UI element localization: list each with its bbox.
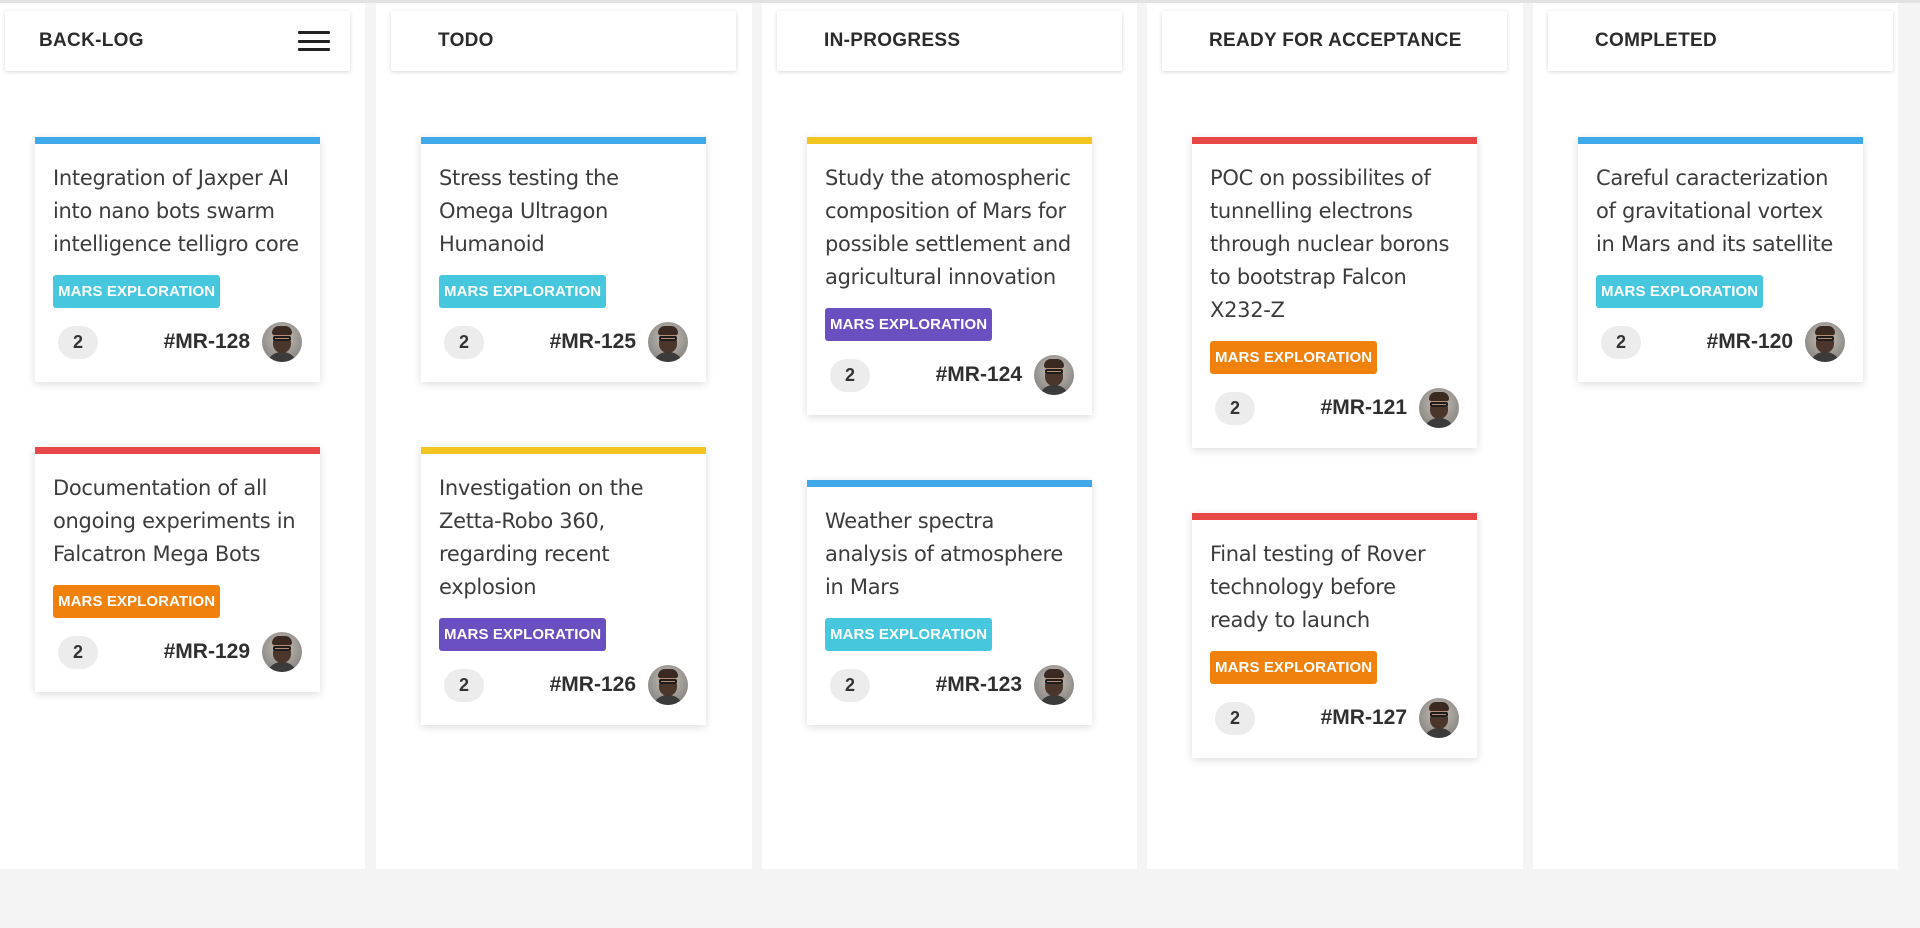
card-footer: 2 #MR-125 — [439, 322, 688, 362]
ticket-id: #MR-124 — [935, 363, 1022, 386]
card-footer: 2 #MR-120 — [1596, 322, 1845, 362]
ticket-id: #MR-125 — [549, 330, 636, 353]
card-title: Careful caracterization of gravitational… — [1596, 166, 1834, 256]
card-title: Investigation on the Zetta-Robo 360, reg… — [439, 476, 644, 599]
task-card[interactable]: Integration of Jaxper AI into nano bots … — [35, 137, 320, 382]
card-title: Study the atomospheric composition of Ma… — [825, 166, 1071, 289]
column-header: TODO — [391, 11, 736, 71]
avatar-icon[interactable] — [1805, 322, 1845, 362]
comment-count-badge: 2 — [1215, 391, 1255, 425]
hamburger-menu-icon[interactable] — [298, 31, 330, 51]
comment-count-badge: 2 — [444, 325, 484, 359]
task-card[interactable]: Study the atomospheric composition of Ma… — [807, 137, 1092, 415]
card-footer: 2 #MR-128 — [53, 322, 302, 362]
card-footer: 2 #MR-127 — [1210, 698, 1459, 738]
avatar-icon[interactable] — [1034, 355, 1074, 395]
column-header: COMPLETED — [1548, 11, 1893, 71]
card-tag[interactable]: MARS EXPLORATION — [1210, 651, 1378, 684]
ticket-id: #MR-128 — [163, 330, 250, 353]
card-tag[interactable]: MARS EXPLORATION — [53, 585, 221, 618]
card-tag[interactable]: MARS EXPLORATION — [439, 275, 607, 308]
avatar-icon[interactable] — [648, 665, 688, 705]
task-card[interactable]: Weather spectra analysis of atmosphere i… — [807, 480, 1092, 725]
task-card[interactable]: Careful caracterization of gravitational… — [1578, 137, 1863, 382]
column-backlog: BACK-LOG Integration of Jaxper AI into n… — [0, 3, 365, 869]
card-title: Documentation of all ongoing experiments… — [53, 476, 296, 566]
column-title: TODO — [438, 30, 494, 51]
comment-count-badge: 2 — [58, 325, 98, 359]
ticket-id: #MR-127 — [1320, 706, 1407, 729]
card-title: Stress testing the Omega Ultragon Humano… — [439, 166, 619, 256]
column-ready-for-acceptance: READY FOR ACCEPTANCE POC on possibilites… — [1147, 3, 1523, 869]
task-card[interactable]: POC on possibilites of tunnelling electr… — [1192, 137, 1477, 448]
task-card[interactable]: Documentation of all ongoing experiments… — [35, 447, 320, 692]
card-tag[interactable]: MARS EXPLORATION — [825, 618, 993, 651]
column-completed: COMPLETED Careful caracterization of gra… — [1533, 3, 1898, 869]
comment-count-badge: 2 — [830, 668, 870, 702]
card-tag[interactable]: MARS EXPLORATION — [1210, 341, 1378, 374]
avatar-icon[interactable] — [262, 632, 302, 672]
task-card[interactable]: Investigation on the Zetta-Robo 360, reg… — [421, 447, 706, 725]
ticket-id: #MR-126 — [549, 673, 636, 696]
comment-count-badge: 2 — [444, 668, 484, 702]
top-divider — [0, 0, 1920, 3]
avatar-icon[interactable] — [262, 322, 302, 362]
card-tag[interactable]: MARS EXPLORATION — [53, 275, 221, 308]
avatar-icon[interactable] — [1034, 665, 1074, 705]
column-header: READY FOR ACCEPTANCE — [1162, 11, 1507, 71]
card-title: Final testing of Rover technology before… — [1210, 542, 1426, 632]
comment-count-badge: 2 — [58, 635, 98, 669]
column-title: COMPLETED — [1595, 30, 1717, 51]
column-title: IN-PROGRESS — [824, 30, 961, 51]
task-card[interactable]: Final testing of Rover technology before… — [1192, 513, 1477, 758]
ticket-id: #MR-129 — [163, 640, 250, 663]
card-footer: 2 #MR-129 — [53, 632, 302, 672]
column-in-progress: IN-PROGRESS Study the atomospheric compo… — [762, 3, 1137, 869]
ticket-id: #MR-120 — [1706, 330, 1793, 353]
comment-count-badge: 2 — [1215, 701, 1255, 735]
column-header: IN-PROGRESS — [777, 11, 1122, 71]
ticket-id: #MR-123 — [935, 673, 1022, 696]
kanban-board: BACK-LOG Integration of Jaxper AI into n… — [0, 3, 1920, 869]
card-tag[interactable]: MARS EXPLORATION — [1596, 275, 1764, 308]
card-title: Integration of Jaxper AI into nano bots … — [53, 166, 299, 256]
card-footer: 2 #MR-124 — [825, 355, 1074, 395]
avatar-icon[interactable] — [648, 322, 688, 362]
column-title: READY FOR ACCEPTANCE — [1209, 30, 1462, 51]
avatar-icon[interactable] — [1419, 388, 1459, 428]
column-header: BACK-LOG — [5, 11, 350, 71]
card-footer: 2 #MR-121 — [1210, 388, 1459, 428]
task-card[interactable]: Stress testing the Omega Ultragon Humano… — [421, 137, 706, 382]
card-title: POC on possibilites of tunnelling electr… — [1210, 166, 1450, 322]
column-todo: TODO Stress testing the Omega Ultragon H… — [376, 3, 752, 869]
card-tag[interactable]: MARS EXPLORATION — [439, 618, 607, 651]
comment-count-badge: 2 — [1601, 325, 1641, 359]
column-title: BACK-LOG — [39, 30, 144, 51]
card-tag[interactable]: MARS EXPLORATION — [825, 308, 993, 341]
card-footer: 2 #MR-126 — [439, 665, 688, 705]
ticket-id: #MR-121 — [1320, 396, 1407, 419]
card-footer: 2 #MR-123 — [825, 665, 1074, 705]
card-title: Weather spectra analysis of atmosphere i… — [825, 509, 1064, 599]
avatar-icon[interactable] — [1419, 698, 1459, 738]
comment-count-badge: 2 — [830, 358, 870, 392]
